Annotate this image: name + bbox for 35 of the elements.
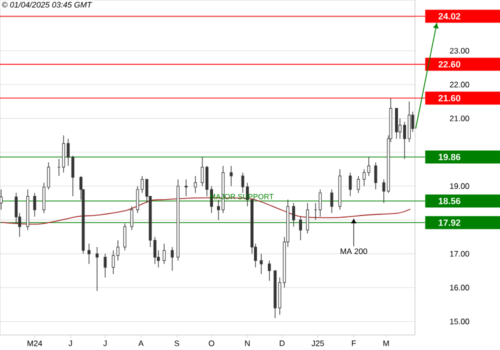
candlestick	[130, 206, 134, 230]
candlestick	[274, 270, 277, 318]
candlestick	[62, 135, 66, 173]
candlestick	[268, 260, 271, 282]
candlestick	[162, 243, 166, 264]
candlestick	[362, 168, 366, 186]
candlestick	[318, 189, 322, 217]
candlestick	[123, 222, 126, 251]
candlestick	[184, 179, 188, 197]
candlestick	[0, 189, 3, 210]
candlestick	[33, 192, 36, 217]
ref-line-label: 17.92	[438, 219, 460, 226]
candlestick	[306, 202, 309, 234]
ref-line-label: 24.02	[438, 13, 460, 20]
candlestick	[71, 155, 74, 197]
candlestick	[14, 192, 18, 224]
candlestick	[299, 216, 302, 241]
candlestick	[338, 168, 342, 210]
candlestick	[230, 165, 233, 186]
candlestick	[292, 202, 296, 228]
candlestick	[395, 108, 398, 140]
candlestick	[88, 243, 90, 264]
candlestick	[260, 253, 263, 274]
candlestick	[96, 246, 99, 292]
candlestick	[104, 253, 107, 278]
candlestick	[374, 162, 378, 190]
ref-line-label: 21.60	[438, 94, 460, 102]
ref-line-label: 22.60	[438, 61, 460, 68]
candlestick	[194, 176, 197, 194]
candlestick	[176, 179, 180, 261]
candlestick	[356, 176, 360, 194]
candlestick	[330, 189, 334, 214]
ref-line-label: 18.56	[438, 198, 460, 204]
ref-line-label: 19.86	[438, 154, 460, 160]
candlestick	[348, 172, 352, 197]
